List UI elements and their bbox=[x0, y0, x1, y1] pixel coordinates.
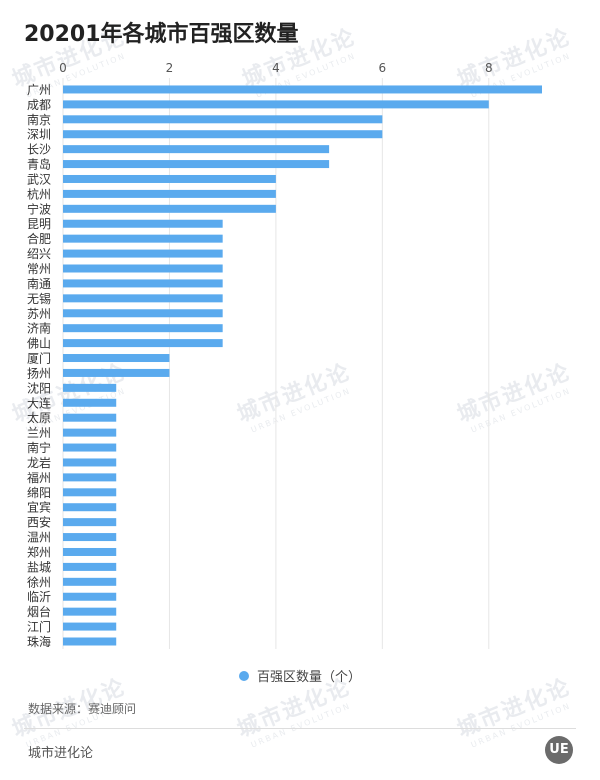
x-tick-label: 8 bbox=[485, 61, 493, 75]
y-tick-label: 临沂 bbox=[27, 590, 51, 604]
y-tick-label: 杭州 bbox=[27, 186, 51, 201]
y-tick-label: 扬州 bbox=[27, 365, 51, 380]
y-tick-label: 烟台 bbox=[27, 604, 51, 619]
y-tick-label: 苏州 bbox=[27, 307, 51, 321]
y-tick-label: 常州 bbox=[27, 262, 51, 276]
y-tick-label: 宁波 bbox=[27, 201, 51, 216]
y-tick-label: 沈阳 bbox=[27, 380, 51, 395]
y-tick-label: 宜宾 bbox=[27, 500, 51, 515]
bar bbox=[63, 219, 223, 228]
y-tick-label: 青岛 bbox=[27, 157, 51, 172]
y-tick-label: 广州 bbox=[27, 83, 51, 97]
legend-label: 百强区数量（个） bbox=[256, 670, 361, 685]
bar bbox=[63, 503, 117, 512]
y-tick-label: 长沙 bbox=[27, 143, 51, 157]
y-tick-label: 无锡 bbox=[27, 291, 51, 306]
bar bbox=[63, 607, 117, 616]
x-tick-label: 6 bbox=[379, 61, 387, 75]
bar bbox=[63, 249, 223, 258]
bar bbox=[63, 488, 117, 497]
y-tick-label: 南京 bbox=[27, 112, 51, 127]
bar bbox=[63, 562, 117, 571]
y-tick-label: 南宁 bbox=[27, 440, 51, 455]
bar bbox=[63, 264, 223, 273]
bar bbox=[63, 160, 330, 169]
y-tick-label: 郑州 bbox=[27, 544, 51, 559]
y-tick-label: 佛山 bbox=[27, 337, 51, 351]
y-tick-label: 济南 bbox=[27, 321, 51, 336]
bar bbox=[63, 100, 489, 109]
divider bbox=[24, 728, 576, 729]
y-tick-label: 兰州 bbox=[27, 426, 51, 440]
y-tick-label: 徐州 bbox=[27, 574, 51, 589]
bar bbox=[63, 339, 223, 348]
bar bbox=[63, 174, 276, 183]
y-tick-label: 武汉 bbox=[27, 172, 51, 186]
y-tick-label: 绍兴 bbox=[27, 247, 51, 261]
y-tick-label: 南通 bbox=[27, 276, 51, 291]
y-tick-label: 太原 bbox=[27, 410, 51, 425]
x-tick-label: 4 bbox=[272, 61, 280, 75]
bar bbox=[63, 547, 117, 556]
bar bbox=[63, 413, 117, 422]
bar bbox=[63, 473, 117, 482]
bar bbox=[63, 383, 117, 392]
bar bbox=[63, 279, 223, 288]
source-note: 数据来源：赛迪顾问 bbox=[28, 702, 137, 716]
bar bbox=[63, 234, 223, 243]
bar bbox=[63, 354, 170, 363]
y-tick-label: 合肥 bbox=[27, 231, 51, 246]
bar bbox=[63, 443, 117, 452]
bar bbox=[63, 637, 117, 646]
bar bbox=[63, 428, 117, 437]
y-tick-label: 绵阳 bbox=[27, 486, 51, 500]
y-tick-label: 成都 bbox=[27, 98, 51, 112]
legend: 百强区数量（个） bbox=[0, 666, 600, 685]
y-tick-label: 福州 bbox=[27, 470, 51, 485]
bar bbox=[63, 622, 117, 631]
bar bbox=[63, 398, 117, 407]
y-tick-label: 大连 bbox=[27, 395, 51, 410]
bar bbox=[63, 130, 383, 139]
y-tick-label: 温州 bbox=[27, 531, 51, 545]
bar-chart: 0 2 4 6 8 广州成都南京深圳长沙青岛武汉杭州宁波昆明合肥绍兴常州南通无锡苏州济南佛… bbox=[27, 61, 542, 649]
bar bbox=[63, 592, 117, 601]
bar bbox=[63, 145, 330, 154]
bar bbox=[63, 533, 117, 542]
bar bbox=[63, 204, 276, 213]
y-tick-label: 盐城 bbox=[27, 560, 51, 574]
bar bbox=[63, 294, 223, 303]
y-tick-label: 龙岩 bbox=[27, 455, 51, 470]
bar bbox=[63, 518, 117, 527]
bar bbox=[63, 368, 170, 377]
bar bbox=[63, 324, 223, 333]
y-tick-label: 昆明 bbox=[27, 217, 51, 231]
y-tick-label: 江门 bbox=[27, 619, 51, 634]
brand-logo: UE bbox=[545, 736, 573, 764]
bar bbox=[63, 189, 276, 198]
legend-swatch bbox=[238, 670, 249, 681]
bar bbox=[63, 458, 117, 467]
chart-title: 20201年各城市百强区数量 bbox=[24, 22, 299, 47]
y-tick-label: 西安 bbox=[27, 515, 51, 530]
x-tick-label: 0 bbox=[59, 61, 67, 75]
y-tick-label: 深圳 bbox=[27, 128, 51, 142]
brand-name: 城市进化论 bbox=[28, 746, 94, 761]
bar bbox=[63, 85, 542, 94]
bar bbox=[63, 115, 383, 124]
x-tick-label: 2 bbox=[166, 61, 174, 75]
bar bbox=[63, 309, 223, 318]
y-tick-label: 珠海 bbox=[27, 634, 51, 649]
y-tick-label: 厦门 bbox=[27, 351, 51, 366]
bar bbox=[63, 577, 117, 586]
